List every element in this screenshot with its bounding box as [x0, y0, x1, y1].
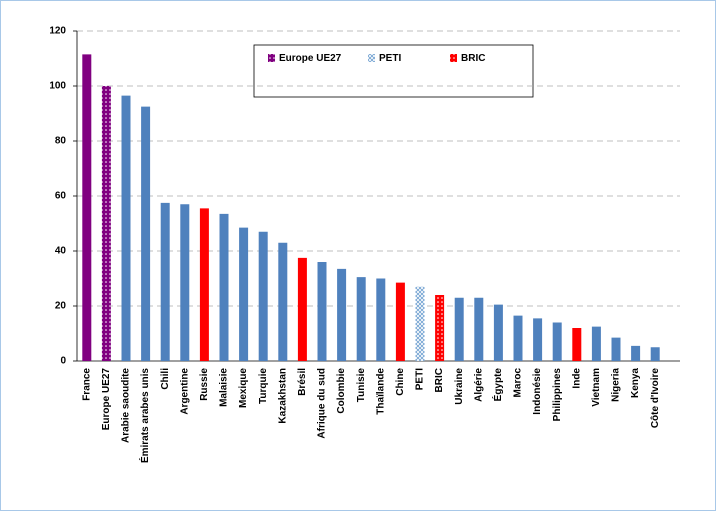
x-tick-label: Égypte — [491, 368, 504, 402]
bar — [180, 204, 190, 361]
legend-swatch — [268, 54, 275, 62]
x-tick-label: Maroc — [513, 368, 524, 398]
x-tick-label: Europe UE27 — [101, 368, 112, 431]
x-tick-label: Inde — [571, 368, 582, 389]
legend-swatch — [450, 54, 457, 62]
x-tick-label: Kazakhstan — [277, 368, 288, 424]
bar — [258, 231, 268, 361]
x-tick-label: Thaïlande — [375, 368, 386, 415]
bar — [239, 227, 249, 361]
x-tick-label: Colombie — [336, 368, 347, 414]
bar — [395, 282, 405, 361]
legend-label: PETI — [379, 53, 401, 64]
bar — [533, 318, 543, 361]
bar — [141, 106, 151, 361]
bar — [591, 326, 601, 361]
x-tick-label: Brésil — [297, 368, 308, 396]
bar — [337, 268, 347, 361]
bar — [611, 337, 621, 361]
y-tick-label: 40 — [55, 246, 67, 257]
x-tick-label: Argentine — [179, 368, 190, 415]
x-tick-label: Kenya — [630, 368, 641, 398]
bar — [435, 295, 445, 361]
legend-label: Europe UE27 — [279, 53, 342, 64]
legend-box — [253, 44, 534, 98]
x-tick-label: Russie — [199, 368, 210, 401]
bar — [199, 208, 209, 361]
x-tick-label: Chine — [395, 368, 406, 396]
bar — [121, 95, 131, 361]
bar — [474, 297, 484, 361]
bar — [631, 345, 641, 361]
y-tick-label: 120 — [49, 26, 66, 37]
bar — [278, 242, 288, 361]
bar — [415, 286, 425, 361]
x-tick-label: Vietnam — [591, 368, 602, 407]
x-tick-label: Malaisie — [219, 368, 230, 407]
x-tick-label: Côte d'Ivoire — [650, 368, 661, 429]
bar — [552, 322, 562, 361]
bar — [650, 347, 660, 361]
bar — [297, 257, 307, 361]
y-tick-label: 60 — [55, 191, 67, 202]
y-tick-label: 100 — [49, 81, 66, 92]
x-tick-label: Indonésie — [532, 368, 543, 415]
x-tick-label: Mexique — [238, 368, 249, 408]
x-tick-label: Nigeria — [611, 368, 622, 402]
bar — [454, 297, 464, 361]
bar — [101, 86, 111, 361]
bar — [317, 262, 327, 361]
x-tick-label: Tunisie — [356, 368, 367, 403]
x-tick-label: Philippines — [552, 368, 563, 422]
x-tick-label: PETI — [415, 368, 426, 390]
y-tick-label: 80 — [55, 136, 67, 147]
x-tick-label: Algérie — [473, 368, 484, 402]
bar — [513, 315, 523, 361]
bar — [493, 304, 503, 361]
legend-label: BRIC — [461, 53, 485, 64]
bar — [572, 328, 582, 361]
bar — [219, 213, 229, 361]
x-tick-label: Arabie saoudite — [121, 368, 132, 443]
x-tick-label: France — [81, 368, 92, 401]
x-tick-label: Ukraine — [454, 368, 465, 405]
bar — [376, 278, 386, 361]
x-tick-label: Afrique du sud — [317, 368, 328, 439]
y-tick-label: 20 — [55, 301, 67, 312]
x-tick-label: Turquie — [258, 368, 269, 404]
y-tick-label: 0 — [60, 356, 66, 367]
bar — [82, 54, 92, 361]
legend-swatch — [368, 54, 375, 62]
bar — [160, 202, 170, 361]
bar — [356, 277, 366, 361]
x-tick-label: BRIC — [434, 368, 445, 392]
x-tick-label: Chili — [160, 368, 171, 390]
x-tick-label: Émirats arabes unis — [138, 368, 151, 463]
